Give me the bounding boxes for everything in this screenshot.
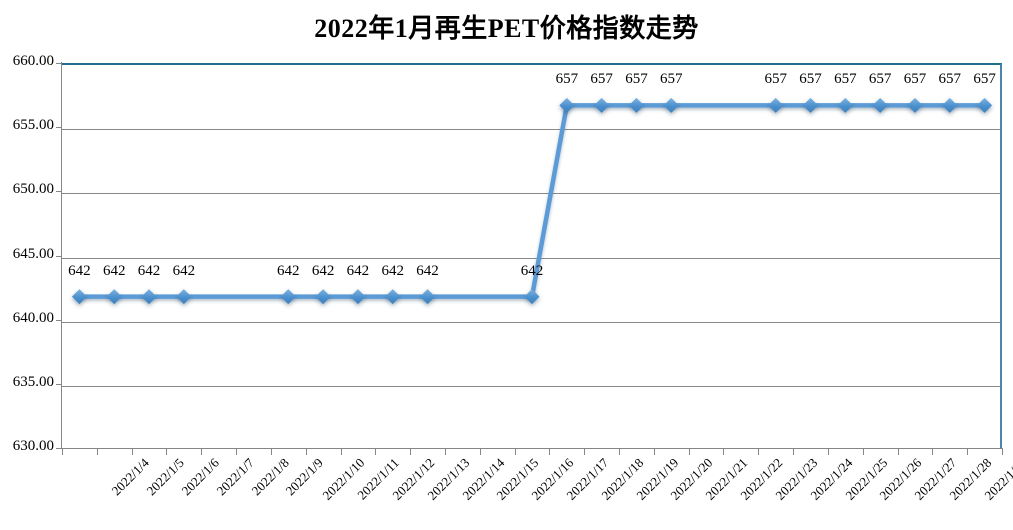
x-axis-tick-mark bbox=[410, 448, 412, 455]
data-point-label: 642 bbox=[311, 262, 335, 279]
x-axis-tick-mark bbox=[793, 448, 795, 455]
y-axis-label-group: 660.00 655.00 650.00 645.00 640.00 635.00 630.… bbox=[0, 0, 54, 530]
x-axis-tick-mark bbox=[723, 448, 725, 455]
y-axis-tick-label: 650.00 bbox=[12, 181, 54, 198]
data-point-label: 642 bbox=[172, 262, 196, 279]
y-axis-tick-label: 655.00 bbox=[12, 117, 54, 134]
x-axis-tick-mark bbox=[758, 448, 760, 455]
x-axis-tick-mark bbox=[444, 448, 446, 455]
plot-area bbox=[62, 63, 1002, 448]
x-axis-tick-mark bbox=[166, 448, 168, 455]
data-point-label: 642 bbox=[520, 262, 544, 279]
gridline bbox=[62, 129, 1000, 131]
y-axis-tick-label: 640.00 bbox=[12, 309, 54, 326]
y-axis-tick-mark bbox=[56, 63, 62, 64]
data-point-label: 657 bbox=[555, 71, 579, 88]
y-axis-tick-mark bbox=[56, 127, 62, 129]
y-axis-tick-mark bbox=[56, 383, 62, 385]
x-axis-line bbox=[62, 448, 1003, 449]
data-point-label: 642 bbox=[416, 262, 439, 279]
x-axis-tick-mark bbox=[549, 448, 551, 455]
x-axis-tick-mark bbox=[619, 448, 621, 455]
gridline bbox=[62, 385, 1000, 387]
data-point-label: 657 bbox=[973, 71, 996, 88]
y-axis-tick-mark bbox=[56, 448, 62, 449]
y-axis-tick-label: 635.00 bbox=[12, 373, 54, 390]
chart-title: 2022年1月再生PET价格指数走势 bbox=[314, 14, 699, 43]
x-axis-tick-mark bbox=[131, 448, 133, 455]
x-axis-tick-mark bbox=[201, 448, 203, 455]
y-axis-tick-mark bbox=[56, 319, 62, 321]
x-axis-tick-label: 2022/1/8 bbox=[248, 455, 292, 499]
data-point-label: 642 bbox=[68, 262, 91, 279]
x-axis-tick-mark bbox=[375, 448, 377, 455]
x-axis-tick-mark bbox=[967, 448, 969, 455]
x-axis-tick-mark bbox=[688, 448, 690, 455]
data-point-label: 657 bbox=[903, 71, 927, 88]
y-axis-tick-mark bbox=[56, 191, 62, 193]
x-axis-tick-mark bbox=[236, 448, 238, 455]
gridline bbox=[62, 321, 1000, 323]
data-point-label: 642 bbox=[381, 262, 404, 279]
y-axis-line bbox=[61, 62, 62, 449]
data-point-label: 642 bbox=[277, 262, 300, 279]
data-point-label: 657 bbox=[938, 71, 962, 88]
x-axis-tick-mark bbox=[653, 448, 655, 455]
data-point-label: 657 bbox=[625, 71, 648, 88]
y-axis-tick-mark bbox=[56, 255, 62, 257]
gridline bbox=[62, 257, 1000, 259]
x-axis-tick-mark bbox=[1002, 448, 1003, 455]
x-axis-tick-mark bbox=[862, 448, 864, 455]
x-axis-tick-mark bbox=[584, 448, 586, 455]
y-axis-tick-label: 660.00 bbox=[12, 53, 54, 69]
x-axis-tick-label: 2022/1/5 bbox=[143, 455, 188, 499]
x-axis-tick-mark bbox=[514, 448, 516, 455]
y-axis-tick-label: 645.00 bbox=[12, 245, 54, 262]
data-point-label: 657 bbox=[868, 71, 892, 88]
x-axis-tick-mark bbox=[270, 448, 272, 455]
x-axis-tick-label: 2022/1/4 bbox=[108, 455, 153, 499]
x-axis-tick-label: 2022/1/6 bbox=[178, 455, 222, 499]
x-axis-tick-mark bbox=[897, 448, 899, 455]
data-point-label: 642 bbox=[346, 262, 370, 279]
x-axis-tick-mark bbox=[62, 448, 63, 455]
x-axis-tick-mark bbox=[932, 448, 934, 455]
data-point-label: 642 bbox=[137, 262, 161, 279]
x-axis-tick-label: 2022/1/7 bbox=[213, 455, 257, 499]
data-point-label: 657 bbox=[799, 71, 822, 88]
x-axis-tick-mark bbox=[827, 448, 829, 455]
data-point-label: 657 bbox=[590, 71, 613, 88]
x-axis-tick-mark bbox=[96, 448, 98, 455]
data-point-label: 657 bbox=[660, 71, 683, 88]
x-axis-tick-mark bbox=[479, 448, 481, 455]
data-point-label: 657 bbox=[834, 71, 857, 88]
gridline bbox=[62, 193, 1000, 195]
data-point-label: 642 bbox=[102, 262, 126, 279]
y-axis-tick-label: 630.00 bbox=[12, 438, 54, 454]
x-axis-tick-mark bbox=[305, 448, 307, 455]
data-point-label: 657 bbox=[764, 71, 787, 88]
x-axis-tick-mark bbox=[340, 448, 342, 455]
